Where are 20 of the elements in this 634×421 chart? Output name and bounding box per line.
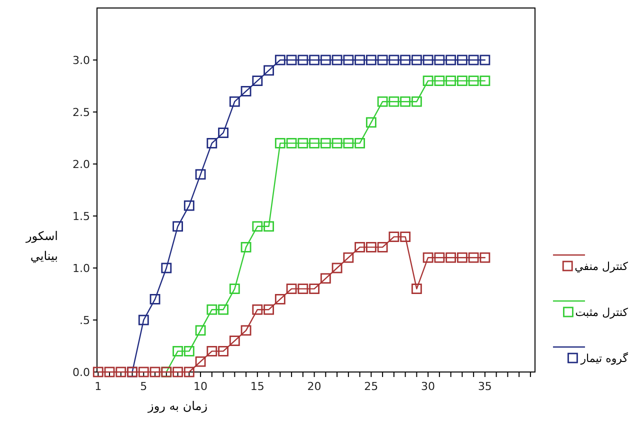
y-tick-label: 1.0 xyxy=(72,262,90,275)
y-tick-label: 3.0 xyxy=(72,54,90,67)
x-tick-label: 25 xyxy=(364,380,378,393)
legend-label: كنترل منفي xyxy=(574,260,629,273)
y-tick-label: 2.5 xyxy=(72,106,90,119)
legend-label: گروه تيمار xyxy=(580,352,629,365)
x-tick-label: 5 xyxy=(140,380,148,393)
x-tick-label: 30 xyxy=(421,380,436,393)
legend-label: كنترل مثبت xyxy=(575,306,629,319)
y-tick-label: 0.0 xyxy=(72,366,90,379)
x-axis-title: زمان به روز xyxy=(147,399,208,413)
y-tick-label: 1.5 xyxy=(72,210,90,223)
y-tick-label: .5 xyxy=(80,314,90,327)
x-tick-label: 35 xyxy=(478,380,492,393)
x-tick-label: 20 xyxy=(307,380,322,393)
x-tick-label: 15 xyxy=(250,380,264,393)
y-axis-title: اسكور بينايي xyxy=(24,229,58,263)
x-tick-label: 1 xyxy=(94,380,102,393)
x-tick-label: 10 xyxy=(194,380,208,393)
y-tick-label: 2.0 xyxy=(72,158,90,171)
